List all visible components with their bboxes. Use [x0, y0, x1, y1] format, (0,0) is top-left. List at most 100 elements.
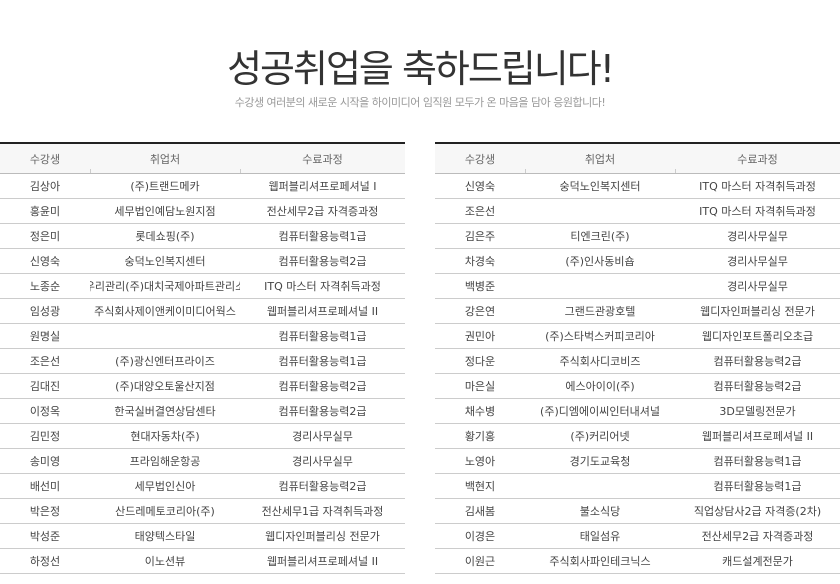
student-name-cell: 박은정: [29, 505, 61, 518]
course-cell: 전산세무2급 자격증과정: [701, 530, 814, 543]
header-employer: 취업처: [90, 144, 240, 173]
employer-cell: (주)커리어넷: [570, 430, 630, 443]
course-cell: 직업상담사2급 자격증(2차): [693, 505, 822, 518]
employer-cell: 경기도교육청: [569, 455, 631, 468]
table-row: 노종순 우리관리(주)대치국제아파트관리소 ITQ 마스터 자격취득과정: [0, 274, 405, 299]
course-cell: ITQ 마스터 자격취득과정: [699, 205, 816, 218]
employer-cell: 프라임해운항공: [129, 455, 201, 468]
student-name-cell: 강은연: [464, 305, 496, 318]
table-row: 권민아 (주)스타벅스커피코리아 웹디자인포트폴리오초급: [435, 324, 840, 349]
student-name-cell: 황기홍: [464, 430, 496, 443]
student-name-cell: 신영숙: [464, 180, 496, 193]
table-row: 김새봄 불소식당 직업상담사2급 자격증(2차): [435, 499, 840, 524]
student-name-cell: 원명실: [29, 330, 61, 343]
employer-cell: 숭덕노인복지센터: [124, 255, 206, 268]
student-name-cell: 박성준: [29, 530, 61, 543]
course-cell: 경리사무실무: [292, 430, 353, 443]
employer-cell: 태일섬유: [579, 530, 621, 543]
course-cell: 컴퓨터활용능력2급: [278, 405, 367, 418]
employer-cell: 이노션뷰: [144, 555, 186, 568]
student-name-cell: 임성광: [29, 305, 61, 318]
table-row: 임성광 주식회사제이앤케이미디어웍스 웹퍼블리셔프로페셔널 II: [0, 299, 405, 324]
course-cell: ITQ 마스터 자격취득과정: [699, 180, 816, 193]
student-name-cell: 신영숙: [29, 255, 61, 268]
employer-cell: [90, 324, 240, 348]
student-name-cell: 마은실: [464, 380, 496, 393]
table-header: 수강생 취업처 수료과정: [0, 144, 405, 174]
employer-cell: [525, 199, 675, 223]
employer-cell: 현대자동차(주): [130, 430, 200, 443]
course-cell: 전산세무1급 자격취득과정: [261, 505, 384, 518]
student-name-cell: 노영아: [464, 455, 496, 468]
employer-cell: 그랜드관광호텔: [564, 305, 636, 318]
employer-cell: 세무법인예담노원지점: [114, 205, 216, 218]
course-cell: 컴퓨터활용능력1급: [278, 230, 367, 243]
table-row: 김대진 (주)대양오토울산지점 컴퓨터활용능력2급: [0, 374, 405, 399]
table-row: 김민정 현대자동차(주) 경리사무실무: [0, 424, 405, 449]
student-name-cell: 조은선: [29, 355, 61, 368]
student-name-cell: 김새봄: [464, 505, 496, 518]
table-row: 김상아 (주)트랜드메카 웹퍼블리셔프로페셔널 I: [0, 174, 405, 199]
course-cell: 컴퓨터활용능력1급: [278, 330, 367, 343]
student-name-cell: 권민아: [464, 330, 496, 343]
employer-cell: (주)스타벅스커피코리아: [545, 330, 655, 343]
employment-table-left: 수강생 취업처 수료과정 김상아 (주)트랜드메카 웹퍼블리셔프로페셔널 I 홍윤미 세…: [0, 142, 405, 574]
employer-cell: [525, 274, 675, 298]
student-name-cell: 홍윤미: [29, 205, 61, 218]
course-cell: 컴퓨터활용능력1급: [713, 480, 802, 493]
course-cell: 캐드설계전문가: [722, 555, 793, 568]
table-row: 정다운 주식회사디코비즈 컴퓨터활용능력2급: [435, 349, 840, 374]
employer-cell: 우리관리(주)대치국제아파트관리소: [90, 280, 240, 293]
course-cell: 웹퍼블리셔프로페셔널 II: [701, 430, 814, 443]
table-row: 조은선 ITQ 마스터 자격취득과정: [435, 199, 840, 224]
table-row: 백현지 컴퓨터활용능력1급: [435, 474, 840, 499]
table-row: 정은미 롯데쇼핑(주) 컴퓨터활용능력1급: [0, 224, 405, 249]
course-cell: 웹퍼블리셔프로페셔널 I: [268, 180, 377, 193]
course-cell: 웹퍼블리셔프로페셔널 II: [266, 305, 379, 318]
employer-cell: 주식회사파인테크닉스: [549, 555, 651, 568]
course-cell: ITQ 마스터 자격취득과정: [264, 280, 381, 293]
course-cell: 경리사무실무: [292, 455, 353, 468]
employer-cell: (주)대양오토울산지점: [115, 380, 215, 393]
course-cell: 컴퓨터활용능력2급: [278, 480, 367, 493]
table-header: 수강생 취업처 수료과정: [435, 144, 840, 174]
course-cell: 컴퓨터활용능력2급: [713, 380, 802, 393]
employer-cell: (주)광신엔터프라이즈: [115, 355, 215, 368]
employer-cell: (주)인사동비숍: [565, 255, 635, 268]
student-name-cell: 백현지: [464, 480, 496, 493]
table-row: 백병준 경리사무실무: [435, 274, 840, 299]
course-cell: 전산세무2급 자격증과정: [266, 205, 379, 218]
table-row: 하정선 이노션뷰 웹퍼블리셔프로페셔널 II: [0, 549, 405, 574]
employer-cell: (주)트랜드메카: [130, 180, 200, 193]
table-row: 김은주 티엔크린(주) 경리사무실무: [435, 224, 840, 249]
table-row: 이원근 주식회사파인테크닉스 캐드설계전문가: [435, 549, 840, 574]
student-name-cell: 백병준: [464, 280, 496, 293]
student-name-cell: 하정선: [29, 555, 61, 568]
header-employer: 취업처: [525, 144, 675, 173]
course-cell: 웹디자인포트폴리오초급: [701, 330, 814, 343]
employer-cell: 산드레메토코리아(주): [115, 505, 215, 518]
student-name-cell: 노종순: [29, 280, 61, 293]
table-row: 마은실 에스아이이(주) 컴퓨터활용능력2급: [435, 374, 840, 399]
course-cell: 컴퓨터활용능력1급: [278, 355, 367, 368]
table-row: 원명실 컴퓨터활용능력1급: [0, 324, 405, 349]
employer-cell: 불소식당: [579, 505, 621, 518]
employer-cell: 에스아이이(주): [565, 380, 635, 393]
table-row: 신영숙 숭덕노인복지센터 컴퓨터활용능력2급: [0, 249, 405, 274]
employer-cell: 숭덕노인복지센터: [559, 180, 641, 193]
header-student: 수강생: [464, 152, 496, 166]
table-row: 이정옥 한국실버결연상담센타 컴퓨터활용능력2급: [0, 399, 405, 424]
course-cell: 3D모델링전문가: [719, 405, 796, 418]
student-name-cell: 정은미: [29, 230, 61, 243]
page-title: 성공취업을 축하드립니다!: [227, 47, 615, 91]
table-row: 조은선 (주)광신엔터프라이즈 컴퓨터활용능력1급: [0, 349, 405, 374]
table-row: 채수병 (주)디엠에이씨인터내셔널 3D모델링전문가: [435, 399, 840, 424]
table-row: 박성준 태양텍스타일 웹디자인퍼블리싱 전문가: [0, 524, 405, 549]
table-row: 박은정 산드레메토코리아(주) 전산세무1급 자격취득과정: [0, 499, 405, 524]
table-row: 황기홍 (주)커리어넷 웹퍼블리셔프로페셔널 II: [435, 424, 840, 449]
student-name-cell: 배선미: [29, 480, 61, 493]
student-name-cell: 차경숙: [464, 255, 496, 268]
student-name-cell: 김은주: [464, 230, 496, 243]
student-name-cell: 이경은: [464, 530, 496, 543]
course-cell: 경리사무실무: [727, 230, 788, 243]
